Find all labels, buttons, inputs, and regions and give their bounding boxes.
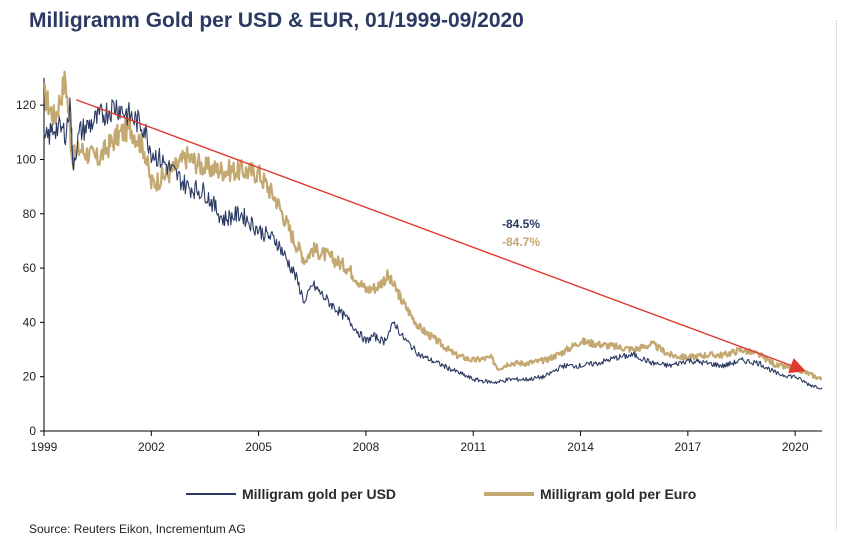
legend-euro-swatch (484, 492, 534, 496)
x-tick-label: 2020 (782, 440, 809, 454)
x-tick-label: 2008 (353, 440, 380, 454)
x-tick-label: 2002 (138, 440, 165, 454)
legend-usd-swatch (186, 493, 236, 495)
x-tick-label: 1999 (31, 440, 58, 454)
right-edge-divider (836, 20, 837, 530)
y-tick-label: 100 (16, 152, 36, 166)
legend-euro: Milligram gold per Euro (484, 486, 696, 502)
legend-euro-label: Milligram gold per Euro (540, 486, 697, 502)
y-tick-label: 60 (23, 261, 37, 275)
axes: 0 20 40 60 80 100 120 1999 2002 2005 2008 2011 2014 2… (16, 78, 822, 454)
x-tick-label: 2014 (567, 440, 594, 454)
annotation-euro-change: -84.7% (502, 235, 540, 249)
annotations: -84.5% -84.7% (75, 99, 806, 374)
y-tick-label: 0 (29, 424, 36, 438)
trend-arrow-head (788, 358, 806, 374)
x-tick-label: 2011 (460, 440, 486, 454)
series-usd-line (43, 97, 823, 390)
annotation-usd-change: -84.5% (502, 217, 540, 231)
series-euro-line (43, 70, 823, 381)
source-note: Source: Reuters Eikon, Incrementum AG (29, 522, 246, 536)
legend-usd-label: Milligram gold per USD (242, 486, 397, 502)
y-tick-label: 120 (16, 98, 36, 112)
y-tick-label: 40 (23, 315, 37, 329)
series-layer (43, 70, 823, 390)
y-tick-label: 80 (23, 207, 37, 221)
legend-usd: Milligram gold per USD (186, 486, 396, 502)
x-tick-label: 2005 (245, 440, 272, 454)
trend-arrow-line (75, 99, 797, 368)
x-tick-label: 2017 (675, 440, 702, 454)
chart-title: Milligramm Gold per USD & EUR, 01/1999-0… (29, 9, 524, 32)
y-tick-label: 20 (23, 370, 37, 384)
